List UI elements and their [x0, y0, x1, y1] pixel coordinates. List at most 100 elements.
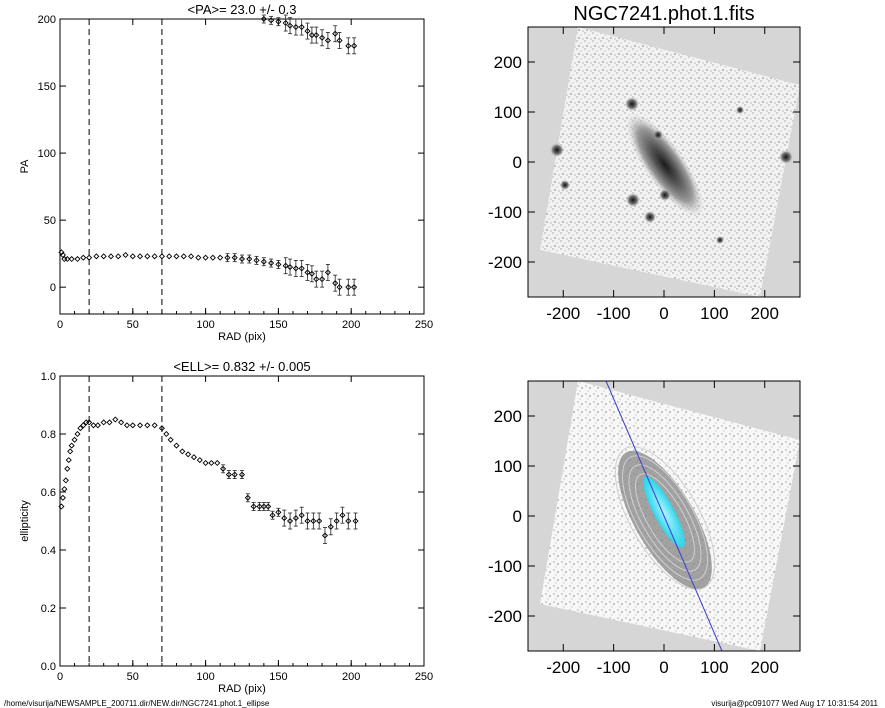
galaxy-ngc7241: [625, 112, 705, 218]
data-point: [225, 471, 232, 478]
data-point: [304, 517, 311, 525]
plot-frame: [59, 18, 425, 315]
x-tick-label: 100: [700, 304, 728, 323]
x-tick-label: 0: [659, 304, 668, 323]
data-point: [68, 255, 75, 263]
data-point: [144, 253, 151, 260]
data-point: [268, 17, 275, 24]
data-point: [336, 284, 343, 291]
data-point: [64, 465, 71, 472]
data-point: [80, 422, 87, 429]
data-point: [151, 422, 158, 429]
data-point: [345, 284, 352, 291]
data-point: [313, 32, 320, 39]
data-point: [321, 532, 329, 539]
star-blob: [626, 193, 640, 207]
data-point: [310, 517, 317, 525]
data-point: [269, 512, 276, 519]
data-point: [327, 523, 334, 530]
data-point: [292, 24, 299, 31]
data-point: [298, 265, 305, 272]
data-point: [268, 260, 275, 267]
data-point: [196, 457, 203, 464]
data-point: [93, 253, 100, 260]
data-point: [336, 37, 343, 44]
data-point: [287, 264, 294, 271]
x-tick-label: 200: [751, 304, 779, 323]
data-point: [224, 254, 231, 261]
y-tick-label: -200: [488, 607, 522, 626]
x-tick-label: 250: [415, 671, 433, 683]
data-point: [256, 503, 263, 510]
data-point: [352, 517, 359, 525]
data-point: [208, 459, 215, 467]
fitted-ellipse-region: [643, 476, 685, 548]
data-point: [324, 269, 331, 276]
data-point: [253, 257, 260, 264]
data-point: [123, 422, 131, 429]
star-blob: [716, 236, 724, 244]
x-axis-label: RAD (pix): [218, 331, 266, 343]
data-point: [282, 19, 289, 27]
image-axes-fits: -200 -100 0 100 200 -200 -100 0 100 200 NGC7241.ph…: [488, 3, 800, 323]
isophote-contours: [614, 446, 716, 590]
data-point: [304, 28, 311, 35]
star-blob: [736, 106, 744, 114]
star-blob: [625, 97, 639, 111]
data-point: [158, 425, 165, 432]
y-axis-label: ellipticity: [19, 500, 31, 542]
data-point: [137, 422, 144, 429]
data-point: [190, 454, 197, 461]
data-point: [202, 254, 209, 261]
y-axis-label: PA: [19, 159, 31, 174]
data-point: [77, 425, 84, 432]
x-tick-label: 0: [57, 671, 63, 683]
data-point: [65, 457, 72, 464]
image-axes-overlay: -200 -100 0 100 200 -200 -100 0 100 200: [488, 381, 800, 677]
data-point: [180, 253, 187, 260]
data-point: [231, 254, 238, 261]
data-point: [298, 512, 305, 519]
data-point: [220, 465, 227, 472]
data-point: [282, 262, 289, 269]
data-point: [351, 284, 358, 291]
data-point: [158, 253, 165, 260]
data-point: [67, 448, 74, 455]
data-point: [107, 253, 114, 260]
star-blob: [644, 211, 656, 223]
x-tick-label: 100: [196, 671, 214, 683]
plot-title: <PA>= 23.0 +/- 0.3: [188, 2, 297, 17]
data-point: [345, 517, 352, 525]
data-point: [179, 448, 186, 455]
data-point: [59, 494, 66, 501]
profile-plot-pa: 0 50 100 150 200 250 0 50 100 150 200 <PA>= 23.0 +/…: [19, 2, 433, 343]
data-point: [86, 419, 93, 426]
star-blob: [550, 143, 564, 157]
y-tick-label: 0: [513, 153, 522, 172]
y-tick-label: 100: [494, 103, 522, 122]
data-point: [68, 442, 75, 449]
data-point: [129, 253, 136, 260]
data-point: [332, 280, 339, 287]
x-tick-label: 200: [342, 671, 360, 683]
x-tick-label: 150: [269, 319, 287, 331]
plot-frame: [59, 375, 425, 667]
x-tick-label: 200: [342, 319, 360, 331]
data-point: [188, 253, 195, 260]
data-point: [166, 253, 173, 260]
x-tick-label: 0: [57, 319, 63, 331]
y-tick-label: 0.4: [41, 545, 56, 557]
data-point: [64, 255, 71, 263]
data-point: [167, 436, 174, 443]
data-point: [275, 18, 282, 25]
data-point: [58, 249, 65, 256]
data-point: [333, 517, 340, 525]
data-point: [298, 24, 305, 31]
data-point: [238, 471, 246, 478]
star-blob: [659, 189, 671, 201]
profile-plot-ellipticity: 0 50 100 150 200 250 0.0 0.2 0.4 0.6 0.8 1.0 <ELL>= …: [19, 359, 433, 695]
data-point: [351, 42, 358, 49]
data-point: [173, 442, 180, 449]
image-title: NGC7241.phot.1.fits: [573, 3, 754, 25]
